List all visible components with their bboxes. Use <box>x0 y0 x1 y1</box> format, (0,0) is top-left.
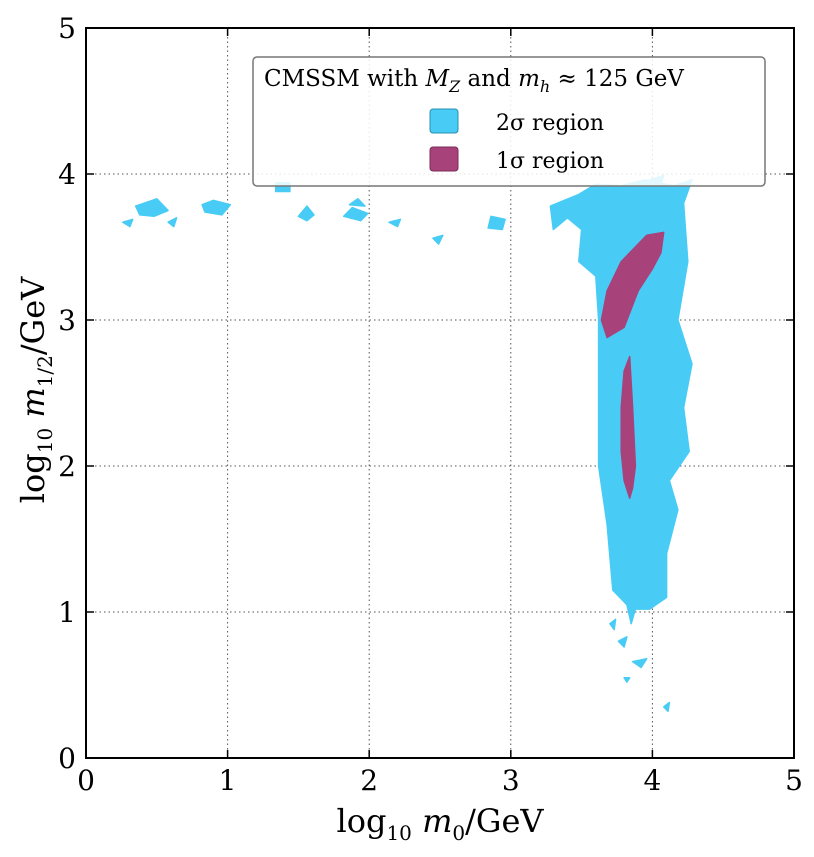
y-tick-label: 1 <box>58 596 76 629</box>
confidence-regions <box>122 174 693 713</box>
region-2sigma-10 <box>388 218 402 228</box>
region-2sigma-4 <box>342 206 369 222</box>
region-2sigma-18 <box>609 618 617 631</box>
x-tick-label: 5 <box>785 764 803 797</box>
plot-frame <box>85 27 795 759</box>
y-tick-label: 4 <box>58 158 76 191</box>
x-axis-label: log10 m0/GeV <box>336 802 544 845</box>
x-tick-label: 1 <box>219 764 237 797</box>
y-tick-label: 2 <box>58 450 76 483</box>
region-2sigma-6 <box>297 205 315 222</box>
y-axis-label: log10 m1/2/GeV <box>14 276 57 503</box>
region-2sigma-13 <box>637 552 651 565</box>
x-tick-label: 0 <box>77 764 95 797</box>
legend-title: CMSSM with MZ and mh ≈ 125 GeV <box>264 66 684 96</box>
x-tick-label: 3 <box>502 764 520 797</box>
region-2sigma-7 <box>487 215 506 231</box>
region-2sigma-9 <box>167 217 178 228</box>
region-2sigma-15 <box>631 657 648 669</box>
region-2sigma-17 <box>662 701 671 713</box>
region-2sigma-8 <box>122 218 134 228</box>
region-1sigma-0 <box>600 231 665 339</box>
region-2sigma-5 <box>348 198 366 207</box>
region-2sigma-2 <box>201 199 232 216</box>
y-tick-label: 5 <box>58 12 76 45</box>
legend: CMSSM with MZ and mh ≈ 125 GeV 2σ region… <box>252 56 766 187</box>
region-1sigma-1 <box>620 355 637 499</box>
legend-box <box>252 56 766 187</box>
x-tick-label: 4 <box>643 764 661 797</box>
ticks: 0 1 2 3 4 5 0 1 2 3 4 5 <box>58 12 803 797</box>
legend-swatch-2sigma <box>429 108 459 134</box>
y-tick-label: 3 <box>58 304 76 337</box>
region-2sigma-16 <box>623 676 631 683</box>
x-tick-label: 2 <box>360 764 378 797</box>
y-tick-label: 0 <box>58 742 76 775</box>
legend-label-1sigma: 1σ region <box>496 149 604 174</box>
legend-label-2sigma: 2σ region <box>496 111 604 136</box>
region-2sigma-3 <box>134 198 169 218</box>
region-2sigma-11 <box>432 234 444 245</box>
region-2sigma-14 <box>617 636 628 648</box>
legend-swatch-1sigma <box>429 146 459 172</box>
